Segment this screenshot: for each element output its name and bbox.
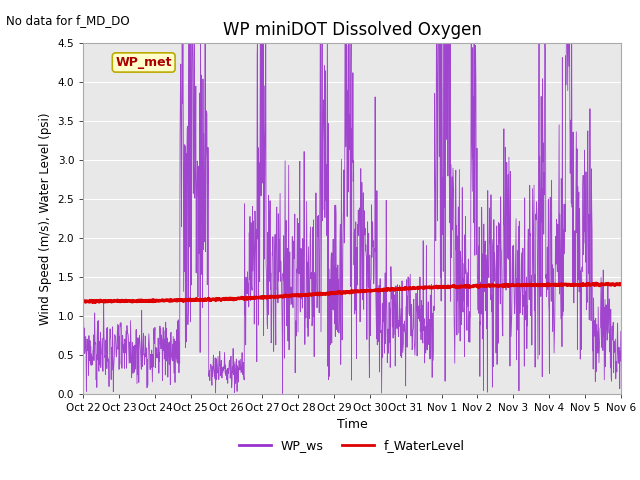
- X-axis label: Time: Time: [337, 418, 367, 431]
- Y-axis label: Wind Speed (m/s), Water Level (psi): Wind Speed (m/s), Water Level (psi): [39, 112, 52, 324]
- Text: No data for f_MD_DO: No data for f_MD_DO: [6, 14, 130, 27]
- Title: WP miniDOT Dissolved Oxygen: WP miniDOT Dissolved Oxygen: [223, 21, 481, 39]
- Legend: WP_ws, f_WaterLevel: WP_ws, f_WaterLevel: [234, 434, 470, 457]
- Text: WP_met: WP_met: [115, 56, 172, 69]
